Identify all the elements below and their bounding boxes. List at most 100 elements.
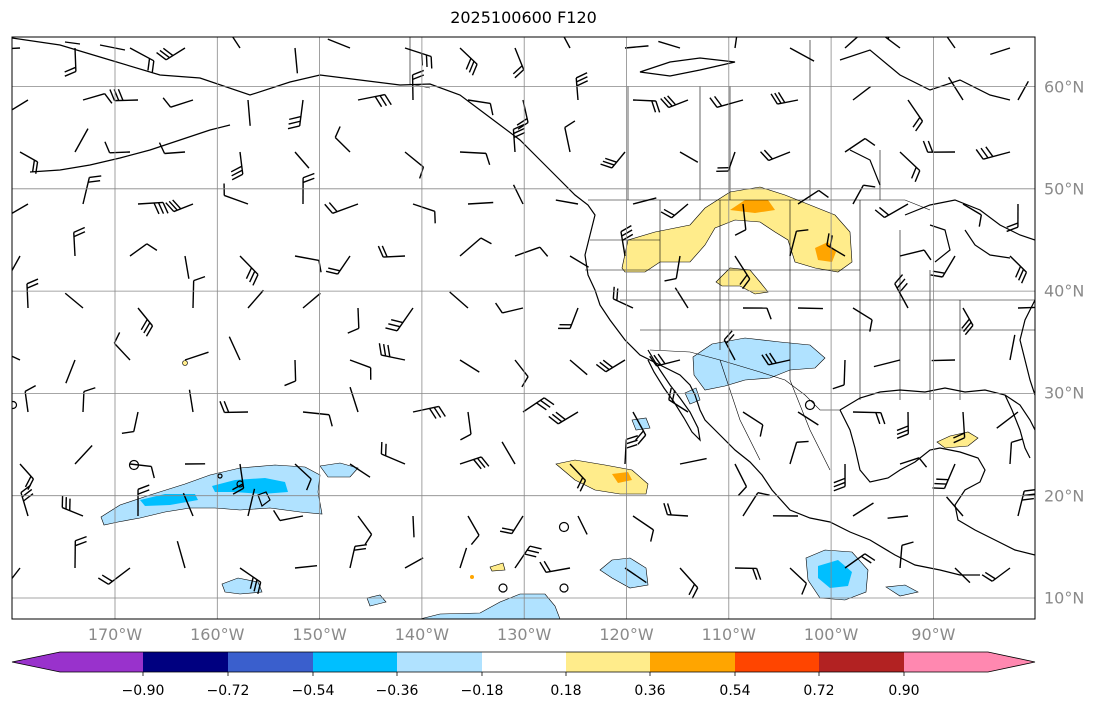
- wind-barb: [660, 95, 689, 109]
- wind-barb: [377, 245, 406, 258]
- wind-barb: [664, 255, 681, 282]
- colorbar-tick-label: −0.36: [375, 683, 419, 699]
- wind-barb: [324, 202, 359, 214]
- wind-barb: [797, 411, 819, 426]
- wind-barb: [564, 120, 576, 153]
- wind-barb: [658, 40, 681, 49]
- wind-barb: [632, 197, 657, 205]
- wind-barb: [789, 229, 809, 257]
- anomaly-fill-south-3: [419, 593, 561, 619]
- wind-barb: [302, 172, 315, 205]
- wind-barb: [833, 463, 846, 492]
- wind-barb: [19, 463, 35, 490]
- wind-barbs: [12, 37, 1035, 599]
- island-3: [498, 583, 508, 593]
- wind-barb: [514, 359, 529, 388]
- island-aleutians: [29, 124, 231, 173]
- wind-barb: [946, 496, 964, 517]
- wind-barb: [294, 151, 310, 169]
- anomaly-fill-pacific-core: [612, 472, 632, 483]
- wind-barb: [734, 37, 738, 49]
- wind-barb: [761, 352, 791, 366]
- wind-barb: [158, 142, 186, 155]
- wind-barb: [612, 286, 634, 309]
- wind-barb: [82, 387, 96, 413]
- wind-barb: [723, 330, 736, 361]
- wind-barb: [577, 515, 588, 535]
- lat-tick-label: 20°N: [1044, 486, 1085, 506]
- wind-barb: [272, 509, 304, 522]
- anomaly-fill-pacific: [555, 459, 649, 495]
- wind-barb: [349, 386, 359, 413]
- lon-tick-label: 160°W: [190, 625, 245, 644]
- wind-barb: [412, 405, 446, 419]
- wind-barb: [109, 89, 139, 102]
- coastline-baja: [647, 349, 701, 442]
- wind-barb: [922, 140, 956, 153]
- wind-barb: [512, 47, 525, 79]
- wind-barb: [539, 560, 571, 574]
- wind-barb: [459, 359, 480, 373]
- wind-barb: [899, 249, 932, 261]
- colorbar-tick-label: −0.90: [121, 683, 165, 699]
- wind-barb: [899, 151, 921, 183]
- wind-barb: [294, 47, 299, 74]
- wind-barb: [569, 255, 589, 268]
- wind-barb: [495, 302, 524, 314]
- wind-barb: [1009, 334, 1016, 361]
- island-2: [558, 521, 570, 533]
- wind-barb: [555, 199, 579, 205]
- wind-barb: [668, 387, 689, 413]
- wind-barb: [948, 76, 964, 101]
- wind-barb: [907, 99, 924, 132]
- colorbar-tick-label: 0.54: [719, 683, 751, 699]
- wind-barb: [137, 201, 169, 215]
- island-5: [804, 399, 816, 411]
- wind-barb: [514, 545, 542, 569]
- wind-barb: [219, 400, 249, 414]
- wind-barb: [522, 397, 555, 413]
- wind-barb: [26, 278, 39, 309]
- wind-barb: [1017, 80, 1029, 101]
- wind-barb: [378, 343, 406, 361]
- wind-barb: [412, 203, 436, 224]
- colorbar-swatch: [650, 652, 735, 672]
- wind-barb: [660, 203, 689, 219]
- wind-barb: [459, 151, 491, 166]
- wind-barb: [349, 543, 367, 569]
- wind-barb: [121, 411, 139, 435]
- wind-barb: [742, 492, 770, 517]
- wind-barb: [247, 99, 251, 126]
- wind-barb: [230, 151, 244, 181]
- lon-tick-label: 90°W: [911, 625, 956, 644]
- wind-barb: [649, 353, 681, 367]
- wind-barb: [844, 137, 876, 153]
- wind-barb: [742, 411, 764, 437]
- anomaly-fill-small: [631, 417, 651, 431]
- wind-barb: [499, 515, 524, 535]
- wind-barb: [852, 502, 874, 517]
- colorbar-tick-label: 0.18: [550, 683, 582, 699]
- wind-barb: [12, 47, 21, 50]
- colorbar-swatch: [904, 652, 988, 672]
- wind-barb: [887, 515, 909, 519]
- great-lakes: [904, 199, 1035, 263]
- wind-barb: [548, 411, 579, 425]
- anomaly-fill-hawaii-east: [319, 462, 359, 478]
- wind-barb: [679, 151, 699, 163]
- wind-barb: [184, 255, 190, 279]
- wind-barb: [380, 441, 406, 465]
- wind-barb: [873, 359, 901, 368]
- wind-barb: [24, 385, 37, 413]
- anomaly-fill-gulf-small: [885, 584, 919, 597]
- wind-barb: [357, 515, 373, 545]
- wind-barb: [184, 351, 209, 361]
- wind-barb: [64, 47, 77, 77]
- wind-barb: [852, 307, 873, 332]
- colorbar: [11, 651, 1036, 676]
- wind-barb: [930, 255, 956, 278]
- wind-barb: [632, 99, 661, 113]
- wind-barb: [679, 567, 699, 599]
- wind-barb: [223, 183, 249, 205]
